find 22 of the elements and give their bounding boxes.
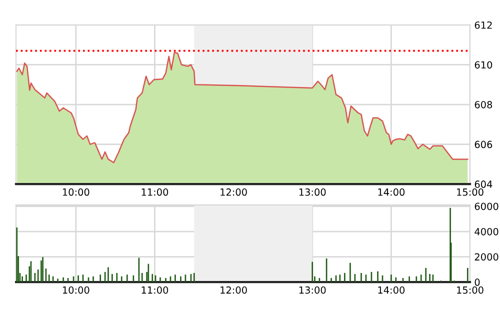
x-tick-label: 12:00 xyxy=(220,286,247,294)
x-tick-label: 11:00 xyxy=(142,286,168,294)
y-tick-label: 606 xyxy=(474,140,492,148)
x-tick-label: 10:00 xyxy=(62,286,90,294)
x-tick-label: 12:00 xyxy=(220,188,247,196)
y-tick-label: 604 xyxy=(474,180,492,188)
y-tick-label: 2000 xyxy=(474,253,498,261)
x-tick-label: 15:00 xyxy=(457,188,484,196)
x-tick-label: 11:00 xyxy=(142,188,168,196)
x-tick-label: 13:00 xyxy=(299,188,326,196)
y-tick-label: 4000 xyxy=(474,228,498,236)
x-tick-label: 14:00 xyxy=(378,188,405,196)
x-tick-label: 10:00 xyxy=(62,188,90,196)
y-tick-label: 610 xyxy=(474,61,492,69)
y-tick-label: 608 xyxy=(474,101,492,108)
y-tick-label: 612 xyxy=(474,21,492,29)
x-tick-label: 14:00 xyxy=(378,286,405,294)
x-tick-label: 15:00 xyxy=(457,286,484,294)
line-series xyxy=(16,52,468,164)
y-tick-label: 0 xyxy=(474,278,480,286)
x-tick-label: 13:00 xyxy=(299,286,326,294)
y-tick-label: 6000 xyxy=(474,202,498,210)
